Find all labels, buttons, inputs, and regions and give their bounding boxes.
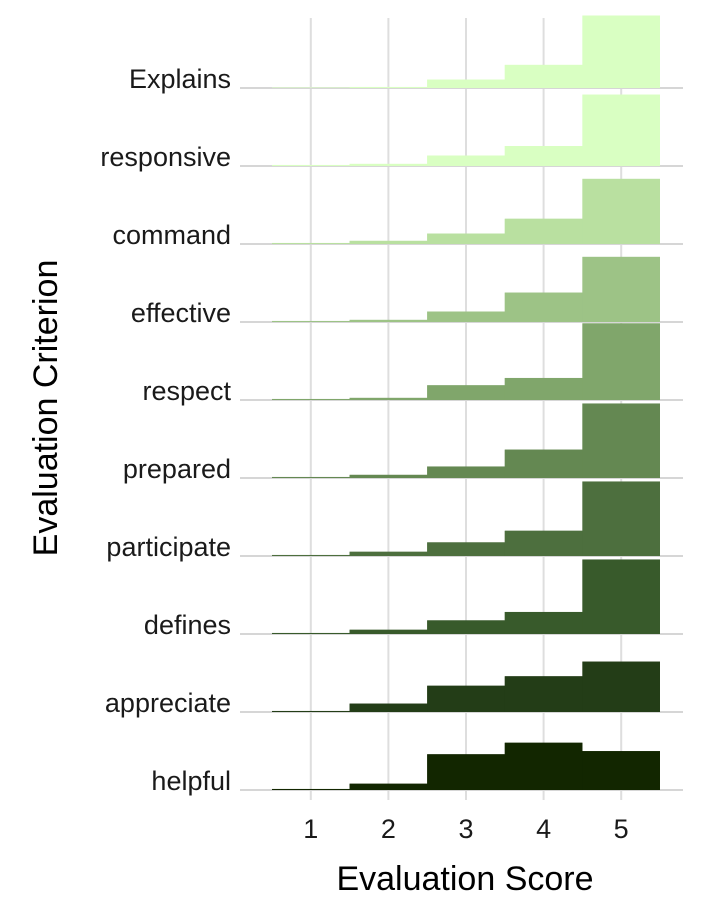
bin-helpful-5 (582, 751, 660, 790)
bin-Explains-1 (272, 87, 350, 88)
y-tick-label-participate: participate (106, 532, 231, 562)
bin-respect-1 (272, 398, 350, 400)
bin-responsive-1 (272, 164, 350, 166)
bin-effective-3 (427, 311, 505, 322)
y-tick-label-prepared: prepared (123, 454, 231, 484)
bin-prepared-1 (272, 476, 350, 478)
bin-respect-5 (582, 323, 660, 400)
bin-defines-3 (427, 620, 505, 634)
bin-Explains-2 (349, 86, 428, 88)
bin-responsive-4 (504, 146, 583, 166)
bin-respect-3 (427, 385, 505, 400)
bin-command-1 (272, 242, 350, 244)
ridge-respect (240, 323, 683, 401)
ridge-participate (240, 481, 683, 557)
bin-command-4 (504, 218, 583, 244)
bin-command-5 (582, 178, 660, 244)
bin-prepared-5 (582, 403, 660, 478)
bin-effective-2 (349, 319, 428, 322)
bin-command-2 (349, 240, 428, 244)
y-tick-label-command: command (112, 220, 231, 250)
x-tick-labels: 1 2 3 4 5 (303, 814, 628, 844)
ridge-command (240, 178, 683, 245)
y-tick-label-responsive: responsive (100, 142, 231, 172)
ridge-helpful (240, 742, 683, 791)
bin-participate-1 (272, 554, 350, 556)
bin-effective-5 (582, 256, 660, 322)
ridge-Explains (240, 15, 683, 89)
bin-responsive-5 (582, 94, 660, 166)
bin-respect-4 (504, 377, 583, 400)
y-tick-label-appreciate: appreciate (105, 688, 231, 718)
bin-appreciate-3 (427, 685, 505, 712)
y-tick-labels: Explains responsive command effective respec… (100, 64, 231, 796)
bin-helpful-1 (272, 788, 350, 790)
x-tick-label-2: 2 (381, 814, 396, 844)
bin-respect-2 (349, 397, 428, 400)
y-tick-label-respect: respect (142, 376, 231, 406)
ridge-prepared (240, 403, 683, 479)
y-tick-label-helpful: helpful (151, 766, 231, 796)
bin-prepared-2 (349, 474, 428, 478)
x-tick-label-1: 1 (303, 814, 318, 844)
bin-appreciate-1 (272, 710, 350, 712)
bin-effective-1 (272, 320, 350, 322)
bin-prepared-4 (504, 449, 583, 478)
bin-helpful-4 (504, 742, 583, 790)
bin-appreciate-4 (504, 676, 583, 712)
bin-command-3 (427, 233, 505, 244)
ridge-appreciate (240, 661, 683, 713)
ridgelines (240, 15, 683, 791)
bin-helpful-2 (349, 783, 428, 790)
bin-appreciate-5 (582, 661, 660, 712)
bin-participate-5 (582, 481, 660, 556)
y-tick-label-effective: effective (131, 298, 231, 328)
bin-participate-2 (349, 551, 428, 556)
bin-prepared-3 (427, 466, 505, 478)
bin-Explains-5 (582, 15, 660, 88)
bin-responsive-2 (349, 163, 428, 166)
x-axis-title: Evaluation Score (336, 860, 593, 898)
ridge-defines (240, 559, 683, 635)
ridge-effective (240, 256, 683, 323)
y-tick-label-defines: defines (144, 610, 231, 640)
bin-participate-4 (504, 530, 583, 556)
bin-participate-3 (427, 542, 505, 556)
bin-Explains-4 (504, 64, 583, 88)
bin-defines-5 (582, 559, 660, 634)
bin-responsive-3 (427, 155, 505, 166)
bin-defines-2 (349, 629, 428, 634)
bin-appreciate-2 (349, 703, 428, 712)
y-axis-title: Evaluation Criterion (27, 260, 65, 557)
bin-defines-1 (272, 632, 350, 634)
x-tick-label-4: 4 (536, 814, 551, 844)
bin-defines-4 (504, 611, 583, 634)
x-tick-label-3: 3 (458, 814, 473, 844)
bin-helpful-3 (427, 754, 505, 790)
ridge-responsive (240, 94, 683, 167)
x-tick-label-5: 5 (614, 814, 629, 844)
bin-Explains-3 (427, 79, 505, 88)
bin-effective-4 (504, 292, 583, 322)
y-tick-label-Explains: Explains (129, 64, 231, 94)
